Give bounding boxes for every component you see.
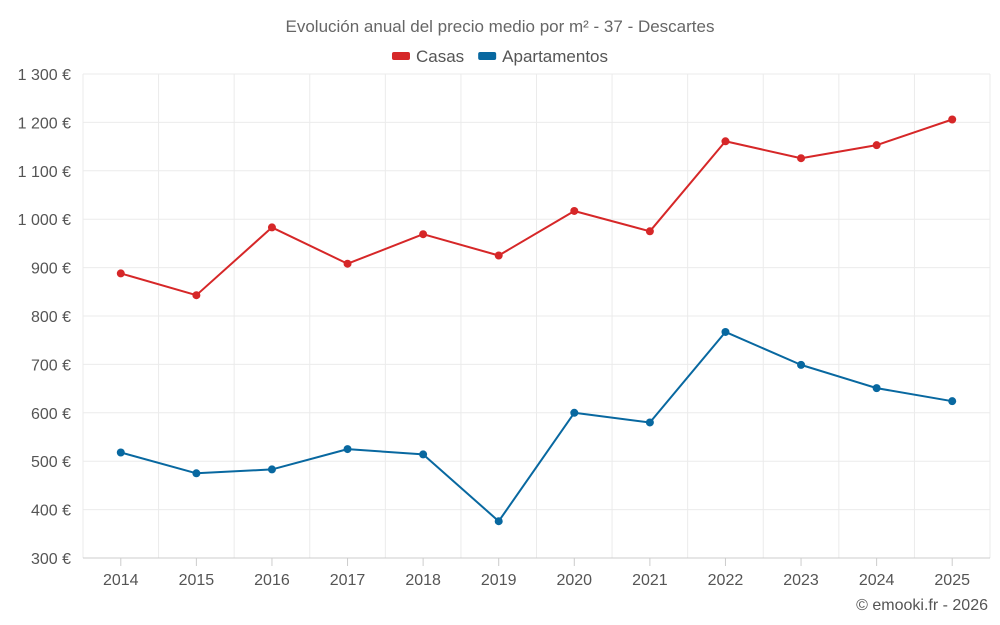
y-tick-label: 400 € bbox=[31, 503, 71, 520]
x-tick-label: 2020 bbox=[556, 572, 592, 589]
x-tick-label: 2016 bbox=[254, 572, 290, 589]
legend-swatch bbox=[391, 52, 410, 60]
data-point[interactable] bbox=[192, 291, 201, 300]
x-tick-label: 2015 bbox=[179, 572, 215, 589]
x-tick-label: 2018 bbox=[405, 572, 441, 589]
data-point[interactable] bbox=[494, 251, 503, 260]
data-point[interactable] bbox=[116, 269, 125, 278]
series-layer bbox=[116, 115, 957, 526]
legend-item-apartamentos[interactable]: Apartamentos bbox=[478, 47, 608, 66]
credit-text: © emooki.fr - 2026 bbox=[856, 597, 988, 614]
x-tick-label: 2017 bbox=[330, 572, 366, 589]
y-tick-label: 900 € bbox=[31, 261, 71, 278]
series-line bbox=[120, 330, 953, 523]
legend-swatch bbox=[478, 52, 497, 60]
x-tick-label: 2024 bbox=[859, 572, 895, 589]
y-tick-label: 1 300 € bbox=[18, 67, 71, 84]
data-point[interactable] bbox=[494, 517, 503, 526]
x-tick-label: 2021 bbox=[632, 572, 668, 589]
data-point[interactable] bbox=[721, 327, 730, 336]
data-point[interactable] bbox=[797, 154, 806, 163]
data-point[interactable] bbox=[419, 230, 428, 239]
x-tick-label: 2019 bbox=[481, 572, 517, 589]
data-point[interactable] bbox=[267, 465, 276, 474]
x-tick-label: 2022 bbox=[708, 572, 744, 589]
data-point[interactable] bbox=[267, 223, 276, 232]
legend-label: Apartamentos bbox=[502, 47, 608, 66]
data-point[interactable] bbox=[570, 408, 579, 417]
y-axis: 300 € 400 € 500 € 600 € 700 € 800 € 900 € 1 000… bbox=[18, 67, 71, 568]
series-apartamentos bbox=[116, 327, 957, 526]
grid bbox=[82, 73, 991, 559]
chart-title: Evolución anual del precio medio por m² … bbox=[286, 17, 715, 36]
x-tick-label: 2023 bbox=[783, 572, 819, 589]
data-point[interactable] bbox=[948, 115, 957, 124]
data-point[interactable] bbox=[645, 227, 654, 236]
y-tick-label: 300 € bbox=[31, 551, 71, 568]
series-line bbox=[120, 118, 953, 297]
legend: Casas Apartamentos bbox=[391, 47, 608, 66]
data-point[interactable] bbox=[721, 137, 730, 146]
series-casas bbox=[116, 115, 957, 300]
y-tick-label: 600 € bbox=[31, 406, 71, 423]
data-point[interactable] bbox=[948, 397, 957, 406]
legend-label: Casas bbox=[416, 47, 464, 66]
x-tick-label: 2014 bbox=[103, 572, 139, 589]
data-point[interactable] bbox=[116, 448, 125, 457]
data-point[interactable] bbox=[343, 259, 352, 268]
data-point[interactable] bbox=[570, 206, 579, 215]
y-tick-label: 700 € bbox=[31, 357, 71, 374]
data-point[interactable] bbox=[872, 141, 881, 150]
legend-item-casas[interactable]: Casas bbox=[391, 47, 464, 66]
x-tick-label: 2025 bbox=[934, 572, 970, 589]
data-point[interactable] bbox=[419, 450, 428, 459]
data-point[interactable] bbox=[797, 360, 806, 369]
y-tick-label: 1 200 € bbox=[18, 115, 71, 132]
data-point[interactable] bbox=[645, 418, 654, 427]
y-tick-label: 1 000 € bbox=[18, 212, 71, 229]
y-tick-label: 1 100 € bbox=[18, 164, 71, 181]
data-point[interactable] bbox=[343, 445, 352, 454]
data-point[interactable] bbox=[192, 469, 201, 478]
y-tick-label: 500 € bbox=[31, 454, 71, 471]
y-tick-label: 800 € bbox=[31, 309, 71, 326]
x-axis: 2014 2015 2016 2017 2018 2019 2020 2021 2022 2023… bbox=[83, 557, 990, 589]
data-point[interactable] bbox=[872, 384, 881, 393]
